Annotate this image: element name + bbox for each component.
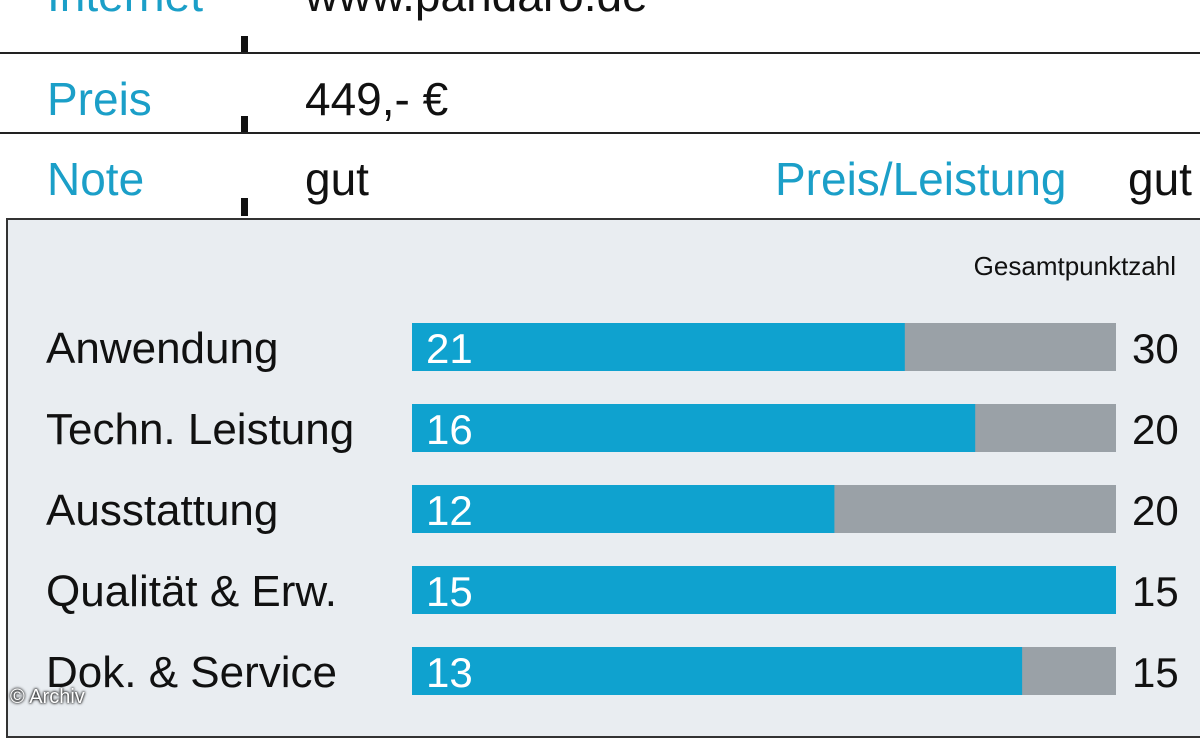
note-label: Note <box>47 153 145 205</box>
bar-value-4 <box>412 566 1116 614</box>
preis-value: 449,- € <box>305 73 449 125</box>
row-tick-mark <box>241 36 248 54</box>
bar-value-2 <box>412 404 976 452</box>
preis-leistung-value: gut <box>1128 153 1192 205</box>
max-label-5: 15 <box>1132 649 1179 696</box>
value-label-5: 13 <box>426 649 473 696</box>
divider-line <box>0 52 1200 54</box>
category-label-4: Qualität & Erw. <box>46 567 337 616</box>
max-label-4: 15 <box>1132 568 1179 615</box>
max-label-1: 30 <box>1132 325 1179 372</box>
value-label-2: 16 <box>426 406 473 453</box>
category-label-3: Ausstattung <box>46 486 278 535</box>
internet-value: www.pandaro.de <box>305 0 648 18</box>
bar-value-5 <box>412 647 1023 695</box>
internet-label: Internet <box>47 0 203 18</box>
score-panel: Gesamtpunktzahl Anwendung 21 30 Techn. Leist… <box>6 218 1200 738</box>
category-label-1: Anwendung <box>46 324 278 373</box>
preis-leistung-label: Preis/Leistung <box>775 153 1067 205</box>
row-tick-mark <box>241 116 248 134</box>
bar-value-3 <box>412 485 835 533</box>
info-row-note: Note gut Preis/Leistung gut <box>0 152 1200 232</box>
value-label-3: 12 <box>426 487 473 534</box>
max-label-2: 20 <box>1132 406 1179 453</box>
chart-title: Gesamtpunktzahl <box>974 251 1176 281</box>
divider-line <box>0 132 1200 134</box>
preis-label: Preis <box>47 73 152 125</box>
max-label-3: 20 <box>1132 487 1179 534</box>
bar-value-1 <box>412 323 905 371</box>
row-tick-mark <box>241 198 248 216</box>
note-value: gut <box>305 153 369 205</box>
info-row-preis: Preis 449,- € <box>0 70 1200 150</box>
value-label-4: 15 <box>426 568 473 615</box>
score-bar-chart: Gesamtpunktzahl Anwendung 21 30 Techn. Leist… <box>46 251 1179 697</box>
photo-credit: © Archiv <box>10 686 85 708</box>
category-label-2: Techn. Leistung <box>46 405 354 454</box>
info-row-internet: Internet www.pandaro.de <box>0 0 1200 54</box>
value-label-1: 21 <box>426 325 473 372</box>
category-label-5: Dok. & Service <box>46 648 337 697</box>
